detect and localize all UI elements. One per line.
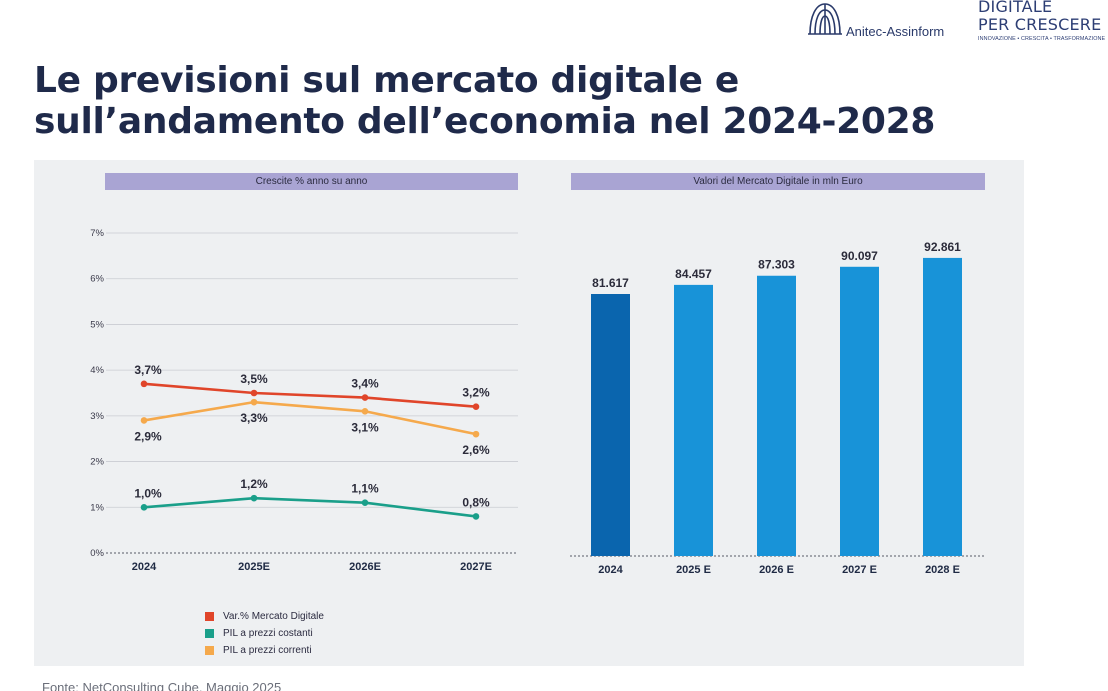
series-mercato-digitale-point [472, 403, 480, 411]
series-mercato-digitale-line [143, 382, 477, 409]
anitec-shell-icon [808, 3, 842, 35]
anitec-assinform-logo: Anitec-Assinform [806, 0, 956, 42]
x-tick-label: 2025E [238, 561, 270, 573]
anitec-logo-text: Anitec-Assinform [846, 24, 945, 39]
series-mercato-digitale-point [361, 394, 369, 401]
bar-chart-title: Valori del Mercato Digitale in mln Euro [571, 173, 985, 190]
series-pil-costanti-point [140, 503, 148, 511]
x-tick-label: 2027E [460, 561, 492, 573]
series-pil-costanti-data-label: 1,0% [134, 486, 162, 500]
digitale-per-crescere-logo: DIGITALE PER CRESCERE INNOVAZIONE • CRES… [978, 0, 1108, 42]
legend-item-pil-correnti: PIL a prezzi correnti [205, 642, 324, 659]
y-tick-label: 5% [90, 319, 104, 330]
legend-swatch-pil-costanti [205, 629, 214, 638]
bar-value-label: 92.861 [924, 240, 961, 254]
bar-value-label: 90.097 [841, 249, 878, 263]
source-note: Fonte: NetConsulting Cube, Maggio 2025 [42, 680, 282, 691]
y-tick-label: 6% [90, 274, 104, 285]
legend-swatch-pil-correnti [205, 646, 214, 655]
series-pil-costanti-point [472, 513, 480, 520]
series-pil-costanti-line [143, 496, 477, 518]
y-tick-label: 3% [90, 411, 104, 422]
series-pil-costanti-data-label: 1,2% [240, 477, 268, 491]
series-pil-correnti-point [472, 430, 480, 438]
y-tick-label: 2% [90, 457, 104, 468]
x-tick-label: 2024 [132, 561, 157, 573]
bar-value-label: 84.457 [675, 267, 712, 281]
logo-line-2: PER CRESCERE [978, 15, 1102, 34]
series-pil-correnti-data-label: 3,1% [351, 420, 379, 434]
series-mercato-digitale-point [250, 389, 258, 397]
bar-value-label: 87.303 [758, 258, 795, 272]
bar-2024 [591, 294, 630, 556]
line-chart-title: Crescite % anno su anno [105, 173, 518, 190]
series-pil-correnti-point [250, 398, 258, 406]
series-pil-costanti-data-label: 1,1% [351, 482, 379, 496]
series-mercato-digitale-data-label: 3,5% [240, 372, 268, 386]
series-pil-correnti-data-label: 3,3% [240, 411, 268, 425]
y-tick-label: 0% [90, 548, 104, 559]
bar-2025-e [674, 284, 713, 556]
legend-item-mercato: Var.% Mercato Digitale [205, 608, 324, 625]
series-mercato-digitale-point [140, 380, 148, 388]
series-pil-correnti-line [143, 400, 477, 436]
bar-category-label: 2028 E [925, 564, 960, 576]
series-pil-costanti-point [361, 499, 369, 507]
x-tick-label: 2026E [349, 561, 381, 573]
series-pil-correnti-point [140, 417, 148, 424]
series-mercato-digitale-data-label: 3,4% [351, 377, 379, 391]
page-title: Le previsioni sul mercato digitale e sul… [34, 60, 936, 142]
legend-item-pil-costanti: PIL a prezzi costanti [205, 625, 324, 642]
y-tick-label: 4% [90, 365, 104, 376]
bar-2028-e [923, 257, 962, 556]
series-pil-correnti-data-label: 2,6% [462, 443, 490, 457]
logo-line-1: DIGITALE [978, 0, 1053, 16]
series-mercato-digitale-data-label: 3,7% [134, 363, 162, 377]
series-pil-costanti-data-label: 0,8% [462, 495, 490, 509]
logo-tagline: INNOVAZIONE • CRESCITA • TRASFORMAZIONE [978, 36, 1106, 42]
legend-label-mercato: Var.% Mercato Digitale [223, 611, 324, 622]
bar-category-label: 2026 E [759, 564, 794, 576]
legend-swatch-mercato [205, 612, 214, 621]
series-pil-correnti-point [361, 407, 369, 415]
growth-line-chart: 0% 1% 2% 3% 4% 5% 6% 7% 2024 2025E 2026E 2027E 3,7% 3… [90, 228, 985, 576]
bar-2026-e [757, 275, 796, 556]
series-pil-costanti-point [250, 494, 258, 502]
y-tick-label: 1% [90, 502, 104, 513]
bar-value-label: 81.617 [592, 276, 629, 290]
bar-category-label: 2025 E [676, 564, 711, 576]
y-tick-label: 7% [90, 228, 104, 239]
bar-category-label: 2024 [598, 564, 623, 576]
line-chart-legend: Var.% Mercato Digitale PIL a prezzi cost… [205, 608, 324, 659]
bar-category-label: 2027 E [842, 564, 877, 576]
bar-2027-e [840, 266, 879, 556]
series-pil-correnti-data-label: 2,9% [134, 429, 162, 443]
legend-label-pil-correnti: PIL a prezzi correnti [223, 645, 312, 656]
legend-label-pil-costanti: PIL a prezzi costanti [223, 628, 313, 639]
series-mercato-digitale-data-label: 3,2% [462, 386, 490, 400]
charts-panel: Crescite % anno su anno Valori del Merca… [34, 160, 1024, 666]
